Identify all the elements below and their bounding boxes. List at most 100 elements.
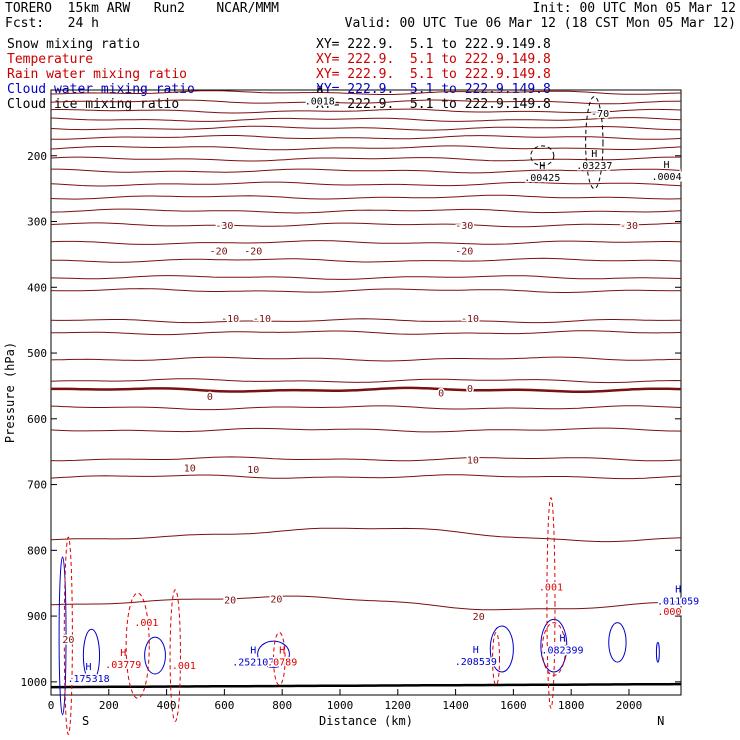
cloud-water-contour [489, 625, 514, 673]
contour-label: -10 [221, 314, 239, 325]
isotherm-line [50, 527, 682, 543]
isotherm-line [51, 330, 682, 336]
rain-contour [492, 632, 501, 686]
x-tick-label: 400 [157, 699, 177, 712]
cloud-water-contour [655, 641, 660, 663]
contour-label: -30 [455, 221, 473, 232]
extremum-value: .0004 [651, 172, 681, 183]
legend-label-rain: Rain water mixing ratio [7, 67, 188, 82]
isotherm-line [50, 222, 682, 228]
cloud-water-contour [82, 628, 101, 683]
valid-time: Valid: 00 UTC Tue 06 Mar 12 (18 CST Mon … [344, 16, 736, 31]
x-tick-label: 1400 [442, 699, 469, 712]
y-tick-label: 700 [27, 479, 47, 492]
extremum-value: .082399 [541, 646, 583, 657]
cloud-water-contour [58, 556, 67, 716]
model-title: TORERO 15km ARW Run2 NCAR/MMM [5, 1, 279, 16]
forecast-hour: Fcst: 24 h [5, 16, 99, 31]
contour-label: 20 [473, 612, 485, 623]
isotherm-line [51, 135, 682, 140]
ice-contour [585, 96, 604, 190]
x-tick-label: 1200 [385, 699, 412, 712]
contour-label: 20 [62, 635, 74, 646]
y-tick-label: 500 [27, 347, 47, 360]
extremum-value: .03779 [105, 660, 141, 671]
isotherm-line [50, 288, 682, 293]
isotherm-line [50, 427, 682, 433]
x-axis-title: Distance (km) [319, 714, 413, 728]
extremum-mark: H [539, 161, 545, 172]
isotherm-line [50, 318, 682, 324]
isotherm-line [50, 156, 681, 162]
x-tick-label: 200 [99, 699, 119, 712]
contour-label: 10 [467, 456, 479, 467]
isotherm-line [50, 125, 681, 131]
ice-contour [530, 145, 555, 167]
legend-xy-temperature: XY= 222.9. 5.1 to 222.9.149.8 [316, 52, 551, 67]
cloud-water-contour [608, 622, 627, 663]
legend-xy-cloud-ice: XY= 222.9. 5.1 to 222.9.149.8 [316, 97, 551, 112]
extremum-value: .208539 [455, 657, 497, 668]
isotherm-line [50, 90, 682, 95]
extremum-mark: H [250, 646, 256, 657]
contour-label: 10 [247, 465, 259, 476]
contour-label: 20 [270, 594, 282, 605]
extremum-mark: H [317, 85, 323, 96]
extremum-value: .011059 [657, 596, 699, 607]
extremum-value: .252107 [232, 658, 274, 669]
contour-label: 0 [207, 392, 213, 403]
isotherm-line [50, 108, 682, 114]
extremum-mark: H [279, 646, 285, 657]
isotherm-line [50, 275, 682, 280]
end-label-south: S [82, 714, 89, 728]
isotherm-line [50, 595, 682, 611]
rain-contour [125, 592, 150, 699]
legend-label-snow: Snow mixing ratio [7, 37, 141, 52]
surface-line [51, 682, 681, 689]
cloud-water-contour [257, 640, 290, 668]
extremum-value: .0789 [267, 658, 297, 669]
isotherm-line [51, 168, 682, 174]
contour-label: -20 [244, 246, 262, 257]
y-tick-label: 300 [27, 216, 47, 229]
x-tick-label: 2000 [616, 699, 643, 712]
isotherm-line [50, 145, 682, 151]
isotherm-line [50, 117, 682, 122]
extremum-mark: H [664, 160, 670, 171]
x-tick-label: 800 [272, 699, 292, 712]
extremum-value: .03237 [576, 161, 612, 172]
contour-label: -10 [253, 314, 271, 325]
contour-label: .001 [172, 661, 196, 672]
x-tick-label: 1600 [500, 699, 527, 712]
cloud-water-contour [144, 636, 166, 675]
y-tick-label: 200 [27, 150, 47, 163]
isotherm-line [51, 257, 682, 263]
contour-label: 20 [224, 596, 236, 607]
contour-label: -70 [591, 109, 609, 120]
isotherm-line [50, 356, 681, 362]
extremum-value: .00425 [524, 173, 560, 184]
y-tick-label: 800 [27, 544, 47, 557]
isotherm-line [51, 386, 682, 393]
y-tick-label: 1000 [21, 676, 48, 689]
extremum-mark: H [591, 149, 597, 160]
isotherm-line [50, 99, 682, 105]
extremum-value: .0018 [305, 97, 335, 108]
rain-contour [273, 632, 286, 686]
y-tick-label: 400 [27, 281, 47, 294]
contour-label: -10 [461, 314, 479, 325]
legend-label-temperature: Temperature [7, 52, 94, 67]
contour-label: .001 [134, 618, 158, 629]
isotherm-line [50, 474, 682, 480]
x-tick-label: 600 [214, 699, 234, 712]
legend-xy-rain: XY= 222.9. 5.1 to 222.9.149.8 [316, 67, 551, 82]
extremum-mark: H [120, 648, 126, 659]
rain-contour [169, 589, 181, 722]
isotherm-line [50, 181, 682, 187]
y-axis-title: Pressure (hPa) [3, 342, 17, 443]
contour-label: -30 [620, 221, 638, 232]
contour-label: 10 [184, 463, 196, 474]
isotherm-line [50, 240, 682, 245]
contour-label: -20 [210, 246, 228, 257]
